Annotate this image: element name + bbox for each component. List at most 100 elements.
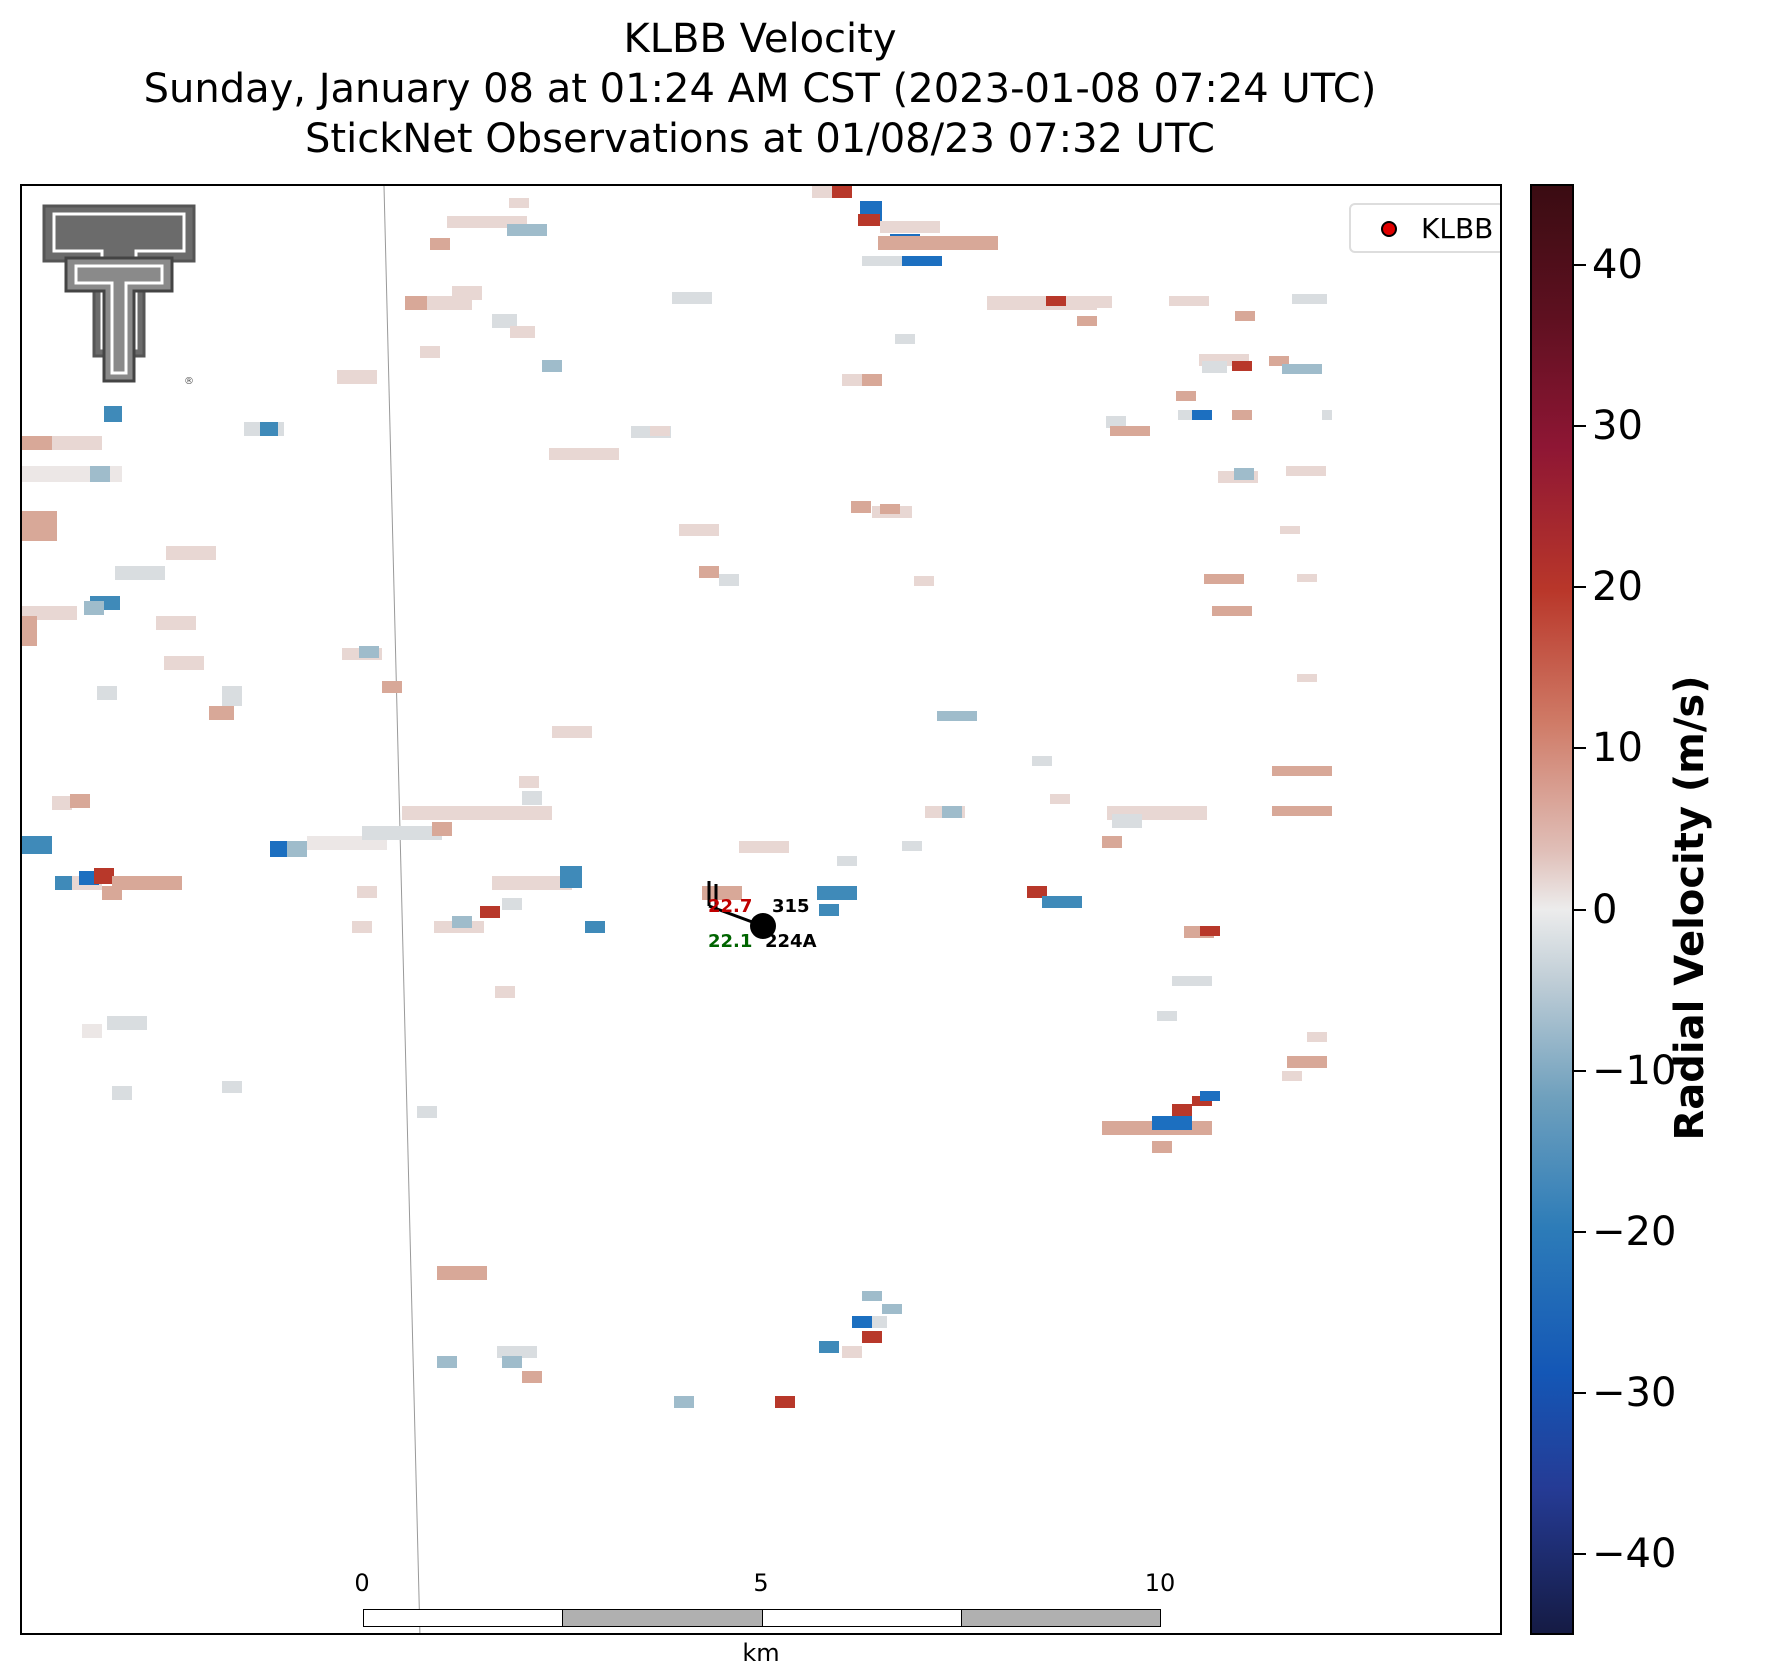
scale-tick-10: 10 bbox=[1144, 1569, 1176, 1597]
velocity-gate bbox=[560, 866, 582, 888]
velocity-gate bbox=[84, 601, 104, 615]
velocity-gate bbox=[270, 841, 290, 857]
velocity-gate bbox=[672, 292, 712, 304]
scale-tick-5: 5 bbox=[753, 1569, 769, 1597]
velocity-gate bbox=[337, 370, 377, 384]
velocity-gate bbox=[812, 186, 832, 198]
velocity-gate bbox=[94, 868, 114, 884]
velocity-gate bbox=[510, 326, 535, 338]
chart-subtitle-obs: StickNet Observations at 01/08/23 07:32 … bbox=[305, 116, 1215, 162]
velocity-gate bbox=[432, 822, 452, 836]
velocity-gate bbox=[739, 841, 789, 853]
velocity-gate bbox=[1152, 1116, 1192, 1130]
velocity-gate bbox=[1046, 296, 1066, 306]
velocity-gate bbox=[902, 841, 922, 851]
colorbar-tick bbox=[1574, 1553, 1586, 1556]
colorbar-tick-label: 20 bbox=[1592, 564, 1643, 611]
legend-label: KLBB bbox=[1421, 212, 1494, 245]
klbb-marker-icon bbox=[1381, 221, 1397, 237]
velocity-gate bbox=[1269, 356, 1289, 366]
velocity-gate bbox=[522, 791, 542, 805]
velocity-gate bbox=[452, 286, 482, 300]
velocity-gate bbox=[405, 296, 430, 310]
colorbar-tick-label: 30 bbox=[1592, 402, 1643, 449]
velocity-gate bbox=[1287, 1056, 1327, 1068]
velocity-gate bbox=[55, 876, 75, 890]
velocity-gate bbox=[1202, 361, 1227, 373]
colorbar-tick bbox=[1574, 263, 1586, 266]
velocity-gate bbox=[359, 646, 379, 658]
velocity-gate bbox=[70, 794, 90, 808]
colorbar-tick-label: −30 bbox=[1592, 1370, 1677, 1417]
colorbar-tick bbox=[1574, 1392, 1586, 1395]
colorbar-tick bbox=[1574, 586, 1586, 589]
velocity-gate bbox=[497, 1346, 537, 1358]
velocity-gate bbox=[1102, 836, 1122, 848]
station-id-bottom: 224A bbox=[765, 931, 817, 952]
colorbar-tick-label: 0 bbox=[1592, 886, 1618, 933]
velocity-gate bbox=[837, 856, 857, 866]
velocity-gate bbox=[362, 826, 442, 840]
velocity-gate bbox=[519, 776, 539, 788]
velocity-gate bbox=[1232, 410, 1252, 420]
colorbar-tick-label: −20 bbox=[1592, 1208, 1677, 1255]
velocity-gate bbox=[52, 796, 72, 810]
velocity-gate bbox=[22, 616, 37, 646]
velocity-gate bbox=[542, 360, 562, 372]
velocity-gate bbox=[1272, 766, 1332, 776]
velocity-gate bbox=[552, 726, 592, 738]
velocity-gate bbox=[1204, 574, 1244, 584]
velocity-gate bbox=[502, 898, 522, 910]
colorbar-tick bbox=[1574, 1069, 1586, 1072]
station-dewpoint: 22.1 bbox=[708, 931, 753, 952]
velocity-gate bbox=[1110, 426, 1150, 436]
velocity-gate bbox=[842, 1346, 862, 1358]
velocity-gate bbox=[495, 986, 515, 998]
velocity-gate bbox=[852, 1316, 872, 1328]
velocity-gate bbox=[719, 574, 739, 586]
velocity-gate bbox=[164, 656, 204, 670]
velocity-gate bbox=[862, 1291, 882, 1301]
velocity-gate bbox=[104, 406, 122, 422]
velocity-gate bbox=[22, 436, 52, 450]
velocity-gate bbox=[452, 916, 472, 928]
velocity-gate bbox=[22, 511, 57, 541]
velocity-gate bbox=[1032, 756, 1052, 766]
colorbar-tick-label: −10 bbox=[1592, 1047, 1677, 1094]
velocity-gate bbox=[420, 346, 440, 358]
velocity-gate bbox=[82, 1024, 102, 1038]
velocity-gate bbox=[209, 706, 234, 720]
chart-subtitle-time: Sunday, January 08 at 01:24 AM CST (2023… bbox=[143, 66, 1377, 112]
velocity-gate bbox=[417, 1106, 437, 1118]
velocity-gate bbox=[1050, 794, 1070, 804]
velocity-gate bbox=[937, 711, 977, 721]
velocity-gate bbox=[1292, 294, 1327, 304]
velocity-gate bbox=[1282, 1071, 1302, 1081]
velocity-gate bbox=[817, 886, 857, 900]
county-boundary-line bbox=[383, 186, 421, 1633]
colorbar-tick bbox=[1574, 1230, 1586, 1233]
velocity-gate bbox=[819, 904, 839, 916]
colorbar-tick-label: 40 bbox=[1592, 241, 1643, 288]
velocity-gate bbox=[987, 296, 1097, 310]
velocity-gate bbox=[97, 686, 117, 700]
velocity-gate bbox=[674, 1396, 694, 1408]
velocity-gate bbox=[862, 256, 902, 266]
velocity-gate bbox=[775, 1396, 795, 1408]
velocity-gate bbox=[1280, 526, 1300, 534]
velocity-gate bbox=[1072, 296, 1112, 308]
velocity-gate bbox=[166, 546, 216, 560]
velocity-gate bbox=[112, 876, 182, 890]
radar-map[interactable]: ® KLBB 22.7 315 22.1 224A bbox=[20, 184, 1502, 1635]
velocity-gate bbox=[115, 566, 165, 580]
velocity-gate bbox=[382, 681, 402, 693]
velocity-gate bbox=[437, 1356, 457, 1368]
velocity-gate bbox=[352, 921, 372, 933]
velocity-gate bbox=[1272, 806, 1332, 816]
velocity-gate bbox=[1112, 814, 1142, 828]
velocity-gate bbox=[832, 186, 852, 198]
velocity-gate bbox=[480, 906, 500, 918]
velocity-gate bbox=[1200, 1091, 1220, 1101]
velocity-gate bbox=[819, 1341, 839, 1353]
velocity-gate bbox=[1157, 1011, 1177, 1021]
